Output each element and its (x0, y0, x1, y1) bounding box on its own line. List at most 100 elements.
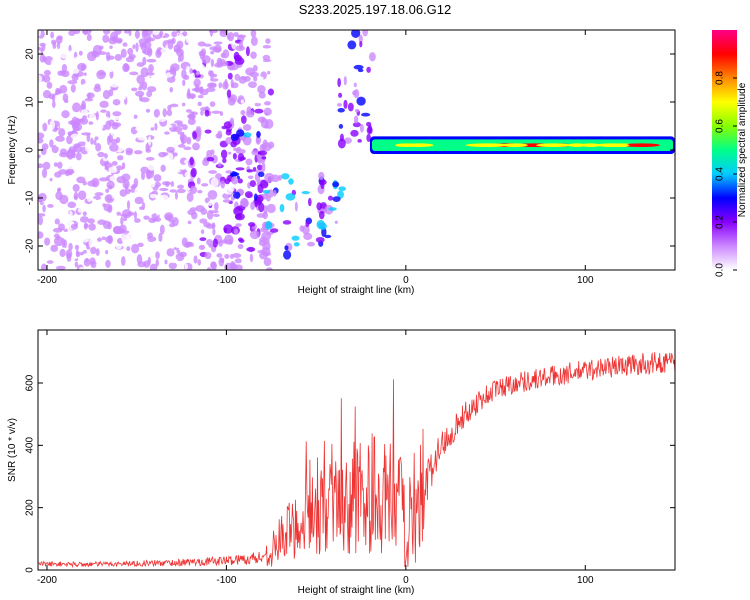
x-tick-label: 100 (577, 575, 594, 586)
heatmap-cell (257, 153, 261, 164)
heatmap-cell (234, 214, 242, 220)
heatmap-cell (244, 191, 253, 199)
heatmap-cell (67, 50, 73, 56)
heatmap-cell (133, 150, 143, 155)
heatmap-cell (258, 91, 266, 99)
heatmap-cell (56, 35, 63, 40)
heatmap-cell (103, 30, 111, 35)
heatmap-cell (156, 194, 164, 203)
heatmap-cell (140, 166, 149, 174)
heatmap-cell (279, 203, 285, 213)
heatmap-cell (86, 189, 97, 194)
heatmap-cell (167, 124, 173, 128)
heatmap-cell (121, 256, 126, 266)
heatmap-cell (154, 249, 162, 253)
snr-frame (37, 329, 676, 571)
heatmap-cell (186, 136, 192, 145)
heatmap-cell (261, 162, 266, 172)
heatmap-cell (95, 262, 106, 268)
heatmap-cell (107, 234, 113, 245)
heatmap-cell (92, 74, 97, 80)
heatmap-cell (142, 237, 149, 246)
heatmap-cell (215, 133, 223, 139)
heatmap-cell (159, 187, 169, 192)
heatmap-cell (38, 74, 43, 84)
heatmap-cell (139, 206, 144, 210)
heatmap-cell (93, 85, 101, 93)
heatmap-cell (328, 207, 337, 211)
heatmap-cell (202, 146, 212, 151)
heatmap-cell (283, 250, 292, 260)
heatmap-cell (247, 175, 254, 180)
heatmap-cell (122, 89, 127, 100)
heatmap-cell (201, 55, 211, 64)
heatmap-cell (225, 170, 233, 174)
heatmap-cell (142, 40, 152, 49)
heatmap-cell (108, 36, 118, 45)
heatmap-cell (42, 122, 48, 132)
heatmap-cell (68, 38, 78, 46)
heatmap-cell (248, 222, 256, 227)
heatmap-cell (176, 188, 186, 194)
heatmap-cell (318, 210, 325, 220)
heatmap-cell (177, 144, 186, 148)
heatmap-cell (87, 180, 98, 187)
heatmap-cell (249, 180, 256, 188)
heatmap-cell (57, 161, 63, 169)
heatmap-cell (111, 160, 118, 166)
heatmap-cell (200, 208, 208, 216)
heatmap-cell (155, 207, 160, 216)
heatmap-cell (580, 143, 601, 147)
heatmap-cell (81, 100, 86, 110)
heatmap-cell (78, 50, 83, 56)
heatmap-cell (79, 216, 89, 223)
heatmap-cell (212, 238, 219, 248)
y-tick-label: 10 (25, 96, 36, 108)
heatmap-cell (208, 83, 217, 87)
heatmap-cell (171, 31, 178, 38)
heatmap-cell (222, 157, 227, 164)
heatmap-cell (227, 72, 233, 80)
heatmap-cell (158, 202, 164, 210)
heatmap-cell (206, 223, 216, 229)
heatmap-cell (128, 158, 137, 163)
heatmap-cell (465, 143, 509, 147)
heatmap-cell (88, 121, 94, 125)
heatmap-cell (164, 131, 170, 135)
heatmap-cell (219, 111, 224, 117)
heatmap-cell (254, 102, 261, 107)
heatmap-cell (240, 110, 246, 116)
heatmap-cell (149, 193, 158, 199)
heatmap-cell (212, 228, 216, 236)
heatmap-cell (211, 154, 218, 164)
heatmap-cell (301, 191, 310, 195)
heatmap-cell (210, 58, 215, 68)
heatmap-cell (111, 122, 119, 130)
heatmap-cell (222, 199, 231, 203)
heatmap-cell (131, 87, 138, 92)
heatmap-cell (146, 236, 157, 242)
heatmap-cell (235, 223, 242, 227)
heatmap-cell (38, 30, 41, 37)
heatmap-cell (337, 138, 346, 149)
heatmap-cell (121, 230, 130, 234)
heatmap-cell (55, 89, 63, 95)
x-tick-label: -100 (216, 275, 236, 286)
heatmap-cell (169, 86, 174, 93)
heatmap-cell (59, 148, 68, 156)
heatmap-cell (174, 191, 178, 200)
heatmap-cell (281, 173, 290, 180)
heatmap-cell (353, 115, 359, 124)
heatmap-cell (338, 92, 343, 98)
heatmap-cell (208, 170, 218, 174)
heatmap-cell (354, 108, 360, 113)
heatmap-cell (357, 139, 362, 143)
heatmap-cell (256, 164, 263, 171)
heatmap-cell (351, 30, 361, 38)
heatmap-cell (168, 228, 178, 237)
heatmap-cell (200, 110, 204, 116)
heatmap-cell (72, 264, 76, 270)
heatmap-cell (78, 266, 86, 270)
heatmap-cell (50, 58, 57, 69)
